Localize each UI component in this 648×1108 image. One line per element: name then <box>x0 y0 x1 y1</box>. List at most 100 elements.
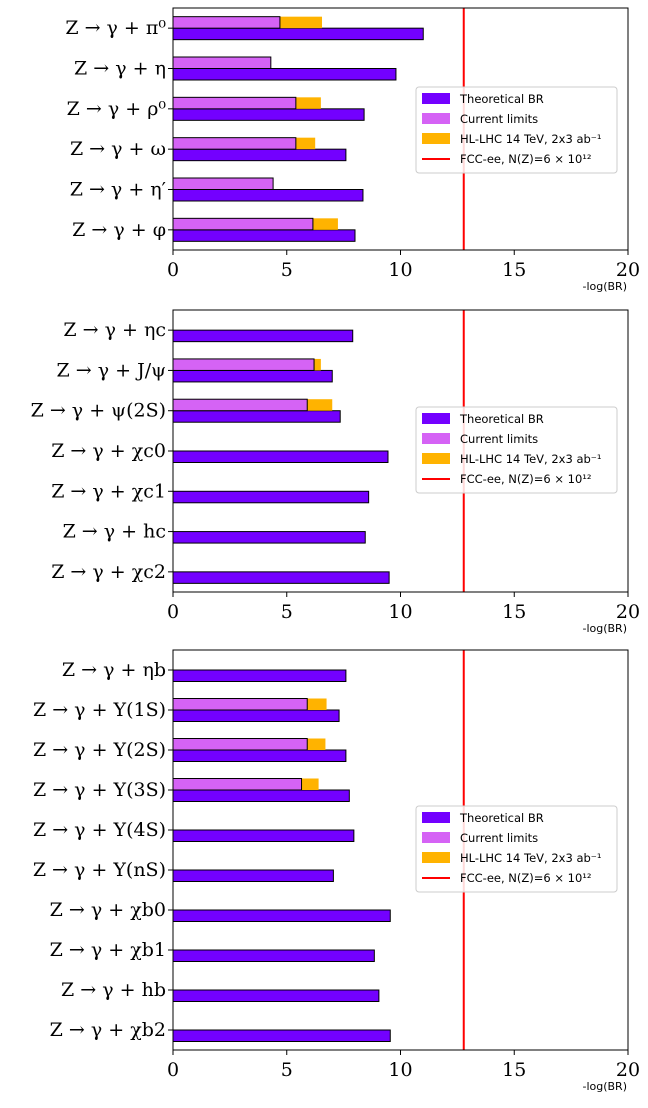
bar-theoretical <box>172 949 375 962</box>
legend-label-theory: Theoretical BR <box>459 412 544 426</box>
x-axis-label: -log(BR) <box>582 280 627 293</box>
x-axis-label: -log(BR) <box>582 1080 627 1093</box>
category-label: Z → γ + χc2 <box>51 561 166 583</box>
legend-swatch-current <box>422 832 450 843</box>
x-tick-label: 0 <box>167 1059 179 1081</box>
category-label: Z → γ + Υ(2S) <box>33 739 166 761</box>
legend-swatch-hllhc <box>422 133 450 144</box>
chart-panel-2: Z → γ + ηc Z → γ + J/ψ Z → γ + ψ(2S) Z → γ … <box>31 309 640 635</box>
bar-theoretical <box>172 450 389 463</box>
category-label: Z → γ + φ <box>72 219 166 241</box>
category-label: Z → γ + Υ(3S) <box>33 779 166 801</box>
bar-theoretical <box>172 68 397 81</box>
legend-label-fcc: FCC-ee, N(Z)=6 × 10¹² <box>460 152 592 166</box>
bar-theoretical <box>172 27 424 41</box>
bar-current-limit <box>172 16 281 29</box>
legend: Theoretical BR Current limits HL-LHC 14 Te… <box>415 86 618 174</box>
category-label: Z → γ + J/ψ <box>57 359 166 381</box>
x-tick-label: 5 <box>281 1059 293 1081</box>
x-tick-label: 0 <box>167 601 179 623</box>
legend-swatch-current <box>422 113 450 124</box>
bar-theoretical <box>172 749 347 762</box>
category-label: Z → γ + ηc <box>63 319 166 341</box>
legend-swatch-theory <box>422 93 450 104</box>
bar-theoretical <box>172 490 370 504</box>
chart-panel-1: Z → γ + π⁰ Z → γ + η Z → γ + ρ⁰ Z → γ + ω Z … <box>65 7 640 293</box>
category-label: Z → γ + Υ(nS) <box>33 859 166 881</box>
category-label: Z → γ + η′ <box>70 179 166 201</box>
category-label: Z → γ + Υ(1S) <box>33 699 166 721</box>
category-label: Z → γ + ηb <box>62 659 166 681</box>
bar-current-limit <box>172 398 308 412</box>
category-label: Z → γ + χc1 <box>51 480 166 502</box>
x-tick-label: 15 <box>502 601 526 623</box>
x-tick-label: 0 <box>167 259 179 281</box>
legend-swatch-theory <box>422 413 450 424</box>
legend-box <box>415 805 618 893</box>
legend-label-hllhc: HL-LHC 14 TeV, 2x3 ab⁻¹ <box>460 452 601 466</box>
bar-theoretical <box>172 1029 391 1042</box>
bar-theoretical <box>172 829 355 842</box>
category-label: Z → γ + η <box>74 58 166 80</box>
category-label: Z → γ + π⁰ <box>65 17 166 39</box>
legend: Theoretical BR Current limits HL-LHC 14 Te… <box>415 805 618 893</box>
legend-box <box>415 406 618 494</box>
bar-theoretical <box>172 869 334 882</box>
legend-swatch-hllhc <box>422 852 450 863</box>
x-tick-label: 5 <box>281 259 293 281</box>
legend-label-current: Current limits <box>460 112 538 126</box>
bar-current-limit <box>172 137 297 150</box>
bar-current-limit <box>172 96 297 110</box>
category-label: Z → γ + Υ(4S) <box>33 819 166 841</box>
category-label: Z → γ + ω <box>70 138 166 160</box>
bar-theoretical <box>172 989 380 1002</box>
bar-theoretical <box>172 369 333 383</box>
bar-current-limit <box>172 56 272 69</box>
legend-label-hllhc: HL-LHC 14 TeV, 2x3 ab⁻¹ <box>460 851 601 865</box>
bar-theoretical <box>172 789 350 802</box>
category-label: Z → γ + hb <box>61 979 166 1001</box>
legend-label-current: Current limits <box>460 831 538 845</box>
bar-theoretical <box>172 148 347 162</box>
bar-current-limit <box>172 217 314 231</box>
legend-label-theory: Theoretical BR <box>459 811 544 825</box>
category-label: Z → γ + χc0 <box>51 440 166 462</box>
bar-theoretical <box>172 909 391 922</box>
bar-theoretical <box>172 709 340 722</box>
x-tick-label: 10 <box>388 601 412 623</box>
legend-box <box>415 86 618 174</box>
x-tick-label: 10 <box>388 1059 412 1081</box>
category-label: Z → γ + χb0 <box>50 899 166 921</box>
legend-swatch-hllhc <box>422 453 450 464</box>
legend-label-fcc: FCC-ee, N(Z)=6 × 10¹² <box>460 871 592 885</box>
bar-current-limit <box>172 358 315 371</box>
legend-label-theory: Theoretical BR <box>459 92 544 106</box>
legend-label-hllhc: HL-LHC 14 TeV, 2x3 ab⁻¹ <box>460 132 601 146</box>
x-tick-label: 15 <box>502 1059 526 1081</box>
category-label: Z → γ + χb2 <box>50 1019 166 1041</box>
legend-label-current: Current limits <box>460 432 538 446</box>
legend-label-fcc: FCC-ee, N(Z)=6 × 10¹² <box>460 472 592 486</box>
x-tick-label: 20 <box>616 1059 640 1081</box>
bar-current-limit <box>172 738 308 751</box>
bar-theoretical <box>172 669 347 682</box>
bar-current-limit <box>172 698 308 711</box>
bar-theoretical <box>172 571 390 584</box>
x-axis-label: -log(BR) <box>582 622 627 635</box>
category-label: Z → γ + ψ(2S) <box>31 400 166 422</box>
category-label: Z → γ + ρ⁰ <box>67 98 167 120</box>
x-tick-label: 20 <box>616 259 640 281</box>
bar-theoretical <box>172 189 364 202</box>
category-label: Z → γ + hc <box>63 521 166 543</box>
bar-current-limit <box>172 177 274 190</box>
category-label: Z → γ + χb1 <box>50 939 166 961</box>
bar-theoretical <box>172 229 356 242</box>
chart-panel-3: Z → γ + ηb Z → γ + Υ(1S) Z → γ + Υ(2S) Z → … <box>33 649 640 1093</box>
bar-theoretical <box>172 108 365 121</box>
x-tick-label: 5 <box>281 601 293 623</box>
legend: Theoretical BR Current limits HL-LHC 14 Te… <box>415 406 618 494</box>
x-tick-label: 20 <box>616 601 640 623</box>
bar-theoretical <box>172 329 354 343</box>
bar-theoretical <box>172 410 341 423</box>
